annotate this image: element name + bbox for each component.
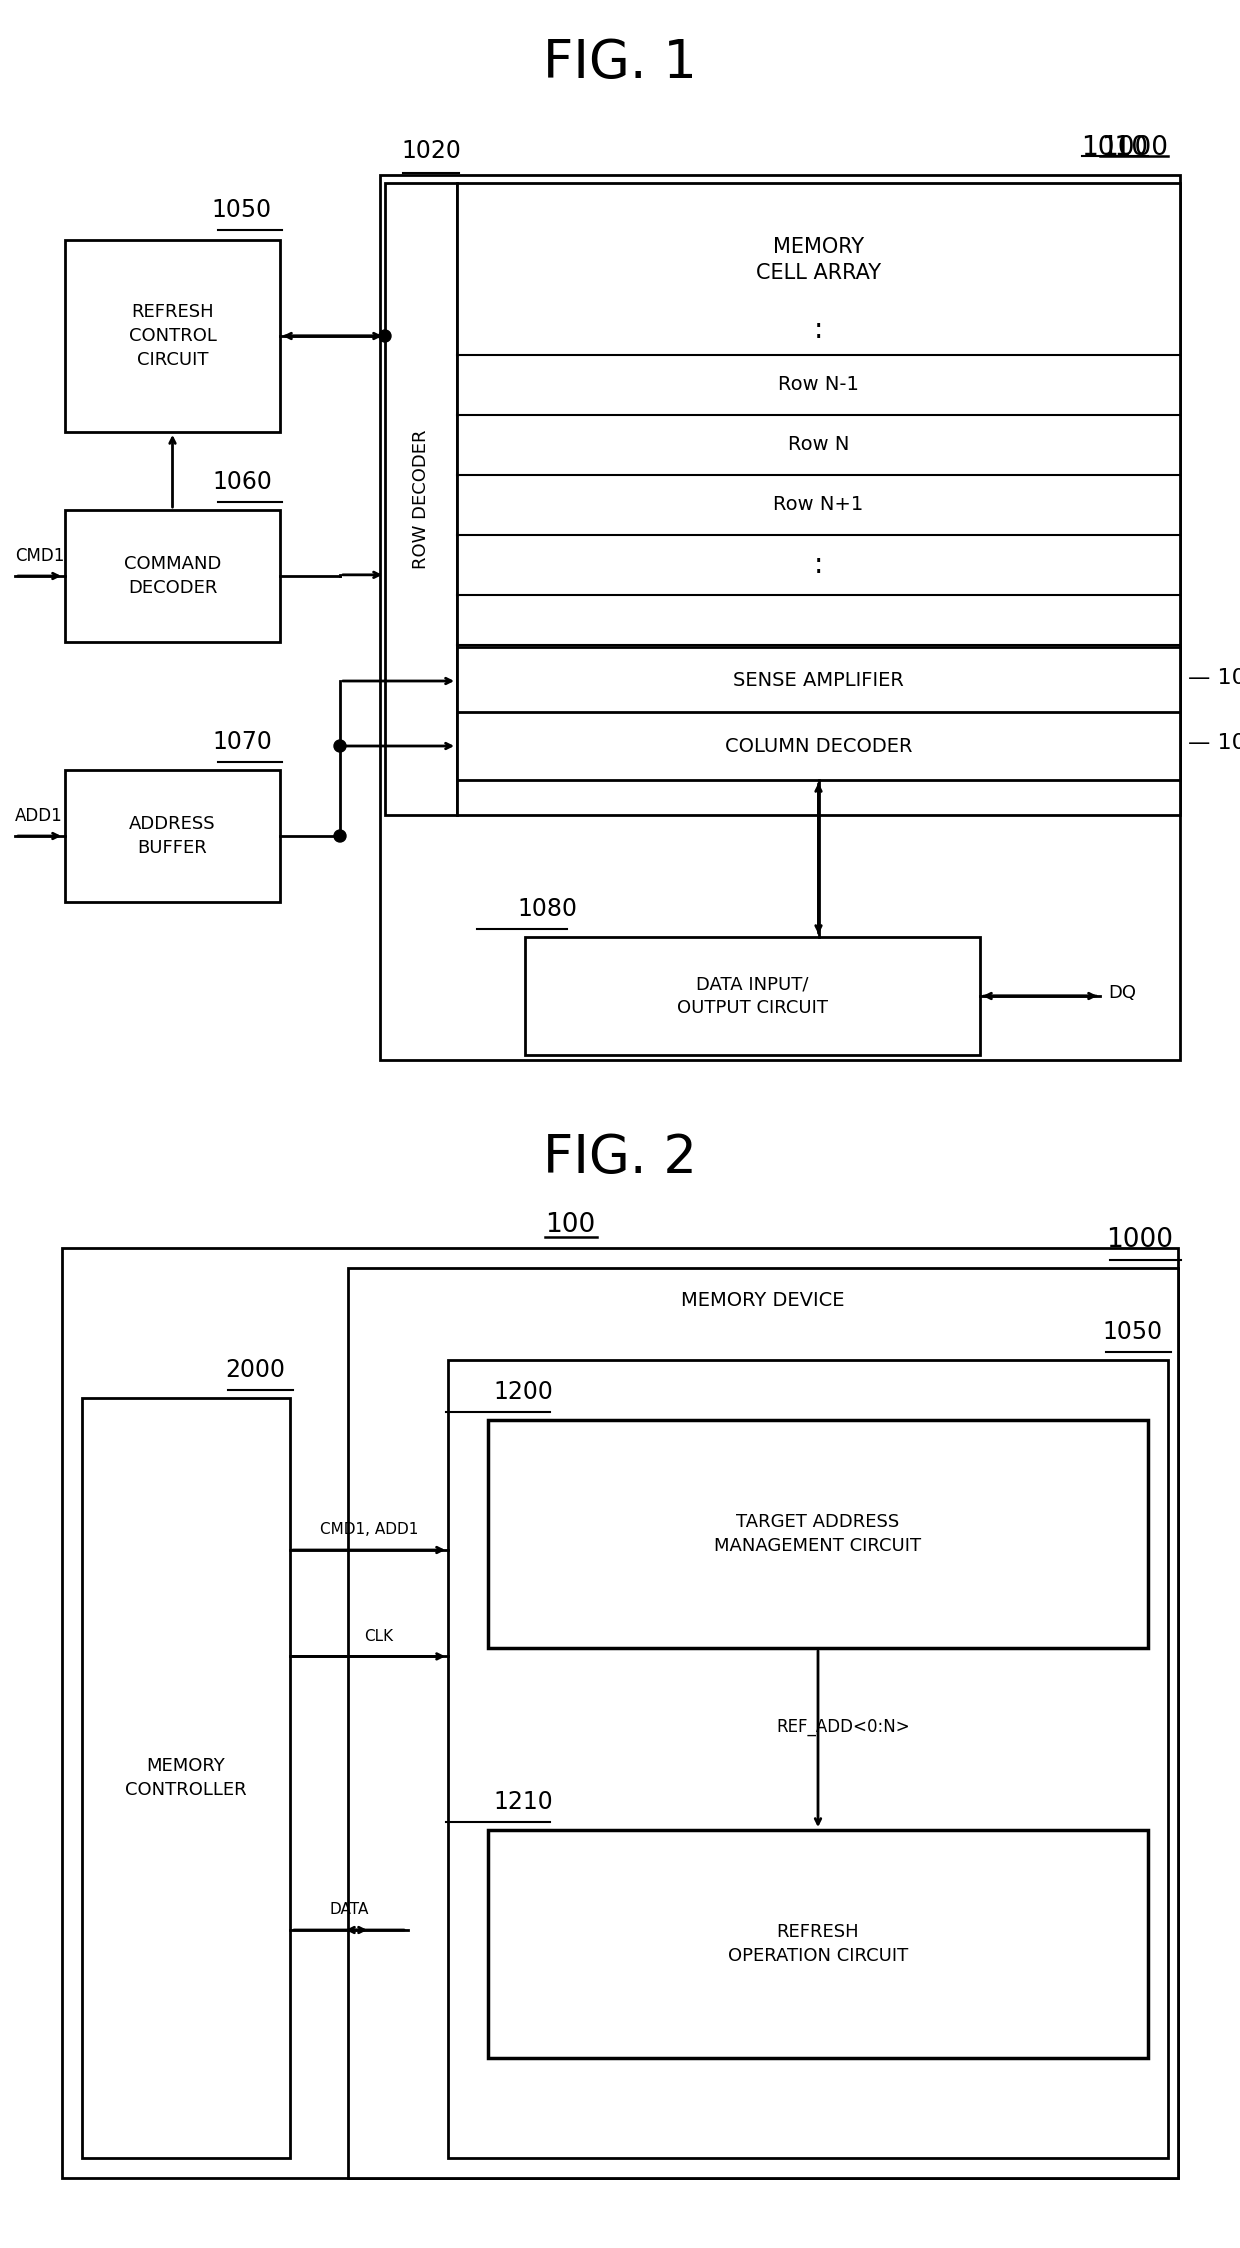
Text: :: : xyxy=(813,551,823,580)
Text: Row N: Row N xyxy=(787,436,849,454)
FancyBboxPatch shape xyxy=(458,182,1180,816)
FancyBboxPatch shape xyxy=(64,771,280,901)
FancyBboxPatch shape xyxy=(62,1248,1178,2178)
FancyBboxPatch shape xyxy=(489,1830,1148,2057)
Text: REFRESH
CONTROL
CIRCUIT: REFRESH CONTROL CIRCUIT xyxy=(129,303,217,369)
Text: DQ: DQ xyxy=(1109,985,1136,1003)
Text: FIG. 2: FIG. 2 xyxy=(543,1133,697,1185)
Circle shape xyxy=(334,830,346,843)
Text: :: : xyxy=(813,317,823,344)
FancyBboxPatch shape xyxy=(448,1360,1168,2158)
Text: CMD1, ADD1: CMD1, ADD1 xyxy=(320,1522,418,1538)
Text: 1060: 1060 xyxy=(212,470,272,495)
Circle shape xyxy=(379,330,391,342)
Text: 1020: 1020 xyxy=(401,139,461,164)
FancyBboxPatch shape xyxy=(525,937,980,1054)
FancyBboxPatch shape xyxy=(489,1421,1148,1648)
FancyBboxPatch shape xyxy=(458,713,1180,780)
Text: CLK: CLK xyxy=(365,1630,393,1643)
Text: 1210: 1210 xyxy=(494,1789,553,1814)
Text: REF_ADD<0:N>: REF_ADD<0:N> xyxy=(776,1717,910,1735)
Text: ROW DECODER: ROW DECODER xyxy=(412,429,430,569)
Text: Row N-1: Row N-1 xyxy=(777,375,859,393)
FancyBboxPatch shape xyxy=(384,182,458,816)
Text: 1080: 1080 xyxy=(517,897,577,922)
Text: DATA INPUT/
OUTPUT CIRCUIT: DATA INPUT/ OUTPUT CIRCUIT xyxy=(677,976,828,1016)
Text: Row N+1: Row N+1 xyxy=(774,495,863,515)
Text: TARGET ADDRESS
MANAGEMENT CIRCUIT: TARGET ADDRESS MANAGEMENT CIRCUIT xyxy=(714,1513,921,1556)
Text: 1200: 1200 xyxy=(494,1380,553,1405)
Text: MEMORY
CONTROLLER: MEMORY CONTROLLER xyxy=(125,1758,247,1798)
Text: 1000: 1000 xyxy=(1106,1227,1173,1252)
Text: REFRESH
OPERATION CIRCUIT: REFRESH OPERATION CIRCUIT xyxy=(728,1924,908,1965)
Text: 1070: 1070 xyxy=(212,731,272,753)
Text: COMMAND
DECODER: COMMAND DECODER xyxy=(124,555,221,596)
FancyBboxPatch shape xyxy=(64,241,280,432)
Text: 2000: 2000 xyxy=(224,1358,285,1383)
Text: DATA: DATA xyxy=(330,1902,368,1918)
Text: 1000: 1000 xyxy=(1101,135,1168,162)
Text: CMD1: CMD1 xyxy=(15,546,64,564)
Text: 1050: 1050 xyxy=(212,198,272,223)
Text: — 1040: — 1040 xyxy=(1188,733,1240,753)
FancyBboxPatch shape xyxy=(379,175,1180,1061)
Text: 1010: 1010 xyxy=(1081,135,1148,162)
FancyBboxPatch shape xyxy=(348,1268,1178,2178)
Text: COLUMN DECODER: COLUMN DECODER xyxy=(724,737,913,755)
Text: SENSE AMPLIFIER: SENSE AMPLIFIER xyxy=(733,672,904,690)
Text: MEMORY DEVICE: MEMORY DEVICE xyxy=(681,1290,844,1311)
Text: 100: 100 xyxy=(546,1212,595,1239)
Circle shape xyxy=(334,740,346,753)
Text: ADD1: ADD1 xyxy=(15,807,63,825)
FancyBboxPatch shape xyxy=(82,1398,290,2158)
Text: 1050: 1050 xyxy=(1102,1320,1163,1344)
Text: MEMORY
CELL ARRAY: MEMORY CELL ARRAY xyxy=(756,236,882,283)
FancyBboxPatch shape xyxy=(64,510,280,643)
Text: ADDRESS
BUFFER: ADDRESS BUFFER xyxy=(129,816,216,856)
Text: — 1030: — 1030 xyxy=(1188,668,1240,688)
FancyBboxPatch shape xyxy=(458,647,1180,715)
Text: FIG. 1: FIG. 1 xyxy=(543,36,697,90)
